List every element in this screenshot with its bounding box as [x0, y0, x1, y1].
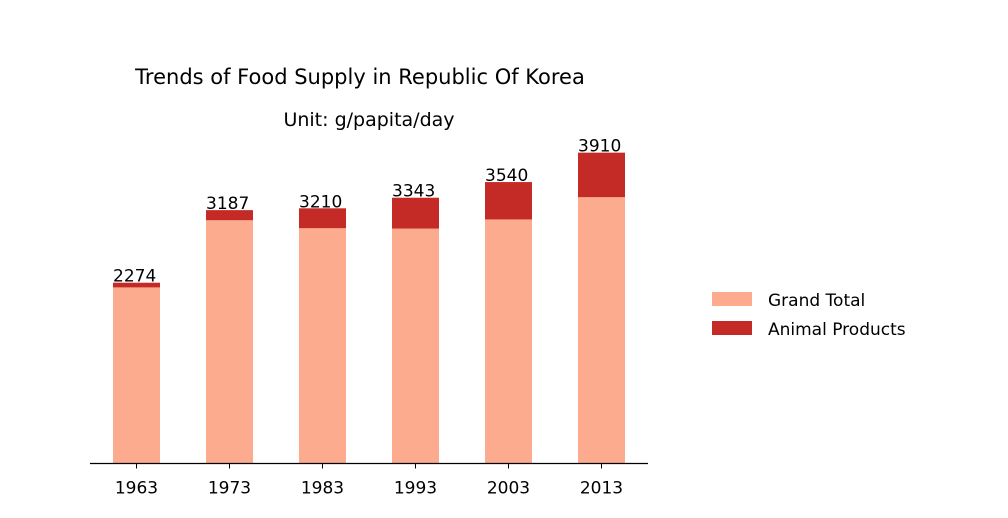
- bar-animal-products-1963: [113, 282, 160, 288]
- data-label-1963: 2274: [113, 267, 156, 287]
- legend-label-animal-products: Animal Products: [768, 320, 906, 340]
- data-labels-group: 2274 3187 3210 3343 3540 3910: [113, 137, 621, 287]
- bar-animal-products-1983: [299, 208, 346, 229]
- x-tick-label-1973: 1973: [208, 479, 251, 499]
- legend-swatch-grand-total: [712, 292, 752, 306]
- bars-group: [113, 152, 625, 464]
- chart-title: Trends of Food Supply in Republic Of Kor…: [134, 65, 585, 89]
- x-tick-label-1983: 1983: [301, 479, 344, 499]
- chart-subtitle: Unit: g/papita/day: [283, 109, 454, 131]
- bar-grand-total-2013: [578, 197, 625, 464]
- bar-grand-total-1963: [113, 287, 160, 464]
- bar-animal-products-2003: [485, 182, 532, 220]
- data-label-2003: 3540: [485, 166, 528, 186]
- legend: Grand Total Animal Products: [712, 291, 906, 340]
- bar-animal-products-1973: [206, 210, 253, 221]
- bar-animal-products-2013: [578, 152, 625, 198]
- legend-label-grand-total: Grand Total: [768, 291, 865, 311]
- bar-grand-total-2003: [485, 219, 532, 464]
- bar-animal-products-1993: [392, 197, 439, 229]
- legend-swatch-animal-products: [712, 321, 752, 335]
- data-label-2013: 3910: [578, 137, 621, 157]
- data-label-1993: 3343: [392, 182, 435, 202]
- x-tick-label-1993: 1993: [394, 479, 437, 499]
- data-label-1983: 3210: [299, 192, 342, 212]
- data-label-1973: 3187: [206, 194, 249, 214]
- bar-grand-total-1973: [206, 220, 253, 464]
- x-tick-label-2003: 2003: [487, 479, 530, 499]
- bar-grand-total-1993: [392, 228, 439, 464]
- x-tick-label-2013: 2013: [580, 479, 623, 499]
- x-ticks-group: 1963 1973 1983 1993 2003 2013: [115, 463, 623, 499]
- x-tick-label-1963: 1963: [115, 479, 158, 499]
- bar-grand-total-1983: [299, 228, 346, 464]
